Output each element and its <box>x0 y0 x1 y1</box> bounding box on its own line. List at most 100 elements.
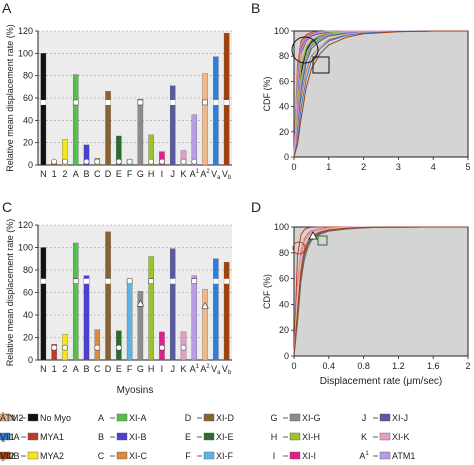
x-axis-label: Displacement rate (μm/sec) <box>320 376 442 387</box>
triangle-annotation <box>308 231 318 240</box>
legend-swatch <box>116 432 128 441</box>
y-tick-label: 40 <box>23 115 33 125</box>
significance-circle <box>148 158 155 165</box>
significance-square <box>105 99 111 105</box>
y-axis-label: Relative mean displacement rate (%) <box>5 24 15 172</box>
legend-entry: VbVIIIB <box>0 451 20 463</box>
significance-square <box>137 99 144 106</box>
legend-key: B <box>98 432 104 442</box>
significance-circle <box>94 344 101 351</box>
legend-entry: J XI-J <box>362 413 408 423</box>
significance-square <box>72 278 79 284</box>
legend-key: A1 <box>359 451 369 461</box>
panel-letter-a: A <box>2 0 12 16</box>
legend-entry: VaVIIIA <box>0 432 20 444</box>
y-tick-label: 120 <box>18 220 33 230</box>
significance-circle <box>115 158 122 165</box>
bar <box>159 151 165 166</box>
significance-square <box>224 278 230 284</box>
small-square-annotation <box>317 235 328 246</box>
significance-square <box>84 278 89 284</box>
legend-swatch <box>379 451 391 460</box>
x-tick-label: D <box>105 364 112 374</box>
x-tick-label: 0 <box>291 361 296 371</box>
x-tick-label: 0.4 <box>323 361 336 371</box>
x-tick-label: C <box>94 169 101 179</box>
legend-name: MYA1 <box>40 432 64 442</box>
x-tick-label: F <box>127 169 133 179</box>
panel-b-annotations <box>291 36 330 74</box>
significance-square <box>148 278 154 284</box>
bar <box>148 256 154 361</box>
x-tick-label: Va <box>211 364 221 376</box>
y-tick-label: 20 <box>23 138 33 148</box>
x-tick-label: G <box>137 364 144 374</box>
x-tick-label: 1 <box>52 364 57 374</box>
y-axis-label: CDF (%) <box>262 77 272 112</box>
significance-circle <box>159 158 165 165</box>
significance-circle <box>51 344 58 351</box>
bar <box>223 261 230 361</box>
bar <box>169 248 176 361</box>
legend-key: G <box>270 413 277 423</box>
panel-c-bar-chart: 0 20 40 60 80 100 120 N 1 2 A B C D E F G H I J K A1 A2 Va Vb Rel… <box>5 219 232 396</box>
significance-circle <box>159 344 165 351</box>
x-tick-label: J <box>170 169 175 179</box>
bar <box>72 74 79 166</box>
significance-square <box>170 278 176 284</box>
x-tick-label: 2 <box>361 162 366 172</box>
x-tick-label: 0.8 <box>357 361 370 371</box>
legend-entry: 1 MYA1 <box>9 432 63 442</box>
legend-name: XI-A <box>129 413 147 423</box>
legend-swatch <box>0 451 11 460</box>
legend-name: XI-E <box>216 432 234 442</box>
legend-name: VIIIB <box>0 451 20 461</box>
legend-key: N <box>9 413 16 423</box>
significance-circle <box>180 344 187 351</box>
significance-circle <box>62 344 68 351</box>
legend-key: J <box>362 413 367 423</box>
bar <box>148 134 154 166</box>
significance-circle <box>51 158 58 165</box>
significance-circle <box>94 158 101 165</box>
x-tick-label: D <box>105 169 112 179</box>
bar <box>137 98 144 166</box>
legend-entry: F XI-F <box>185 451 233 461</box>
x-tick-label: 2 <box>62 169 67 179</box>
x-tick-label: K <box>180 364 186 374</box>
x-tick-label: A <box>73 169 79 179</box>
significance-square <box>191 278 198 284</box>
x-tick-label: Va <box>211 169 221 181</box>
zoom-circle-annotation <box>291 36 319 64</box>
bar <box>72 242 79 361</box>
y-tick-label: 20 <box>279 325 289 335</box>
legend-swatch <box>116 451 128 460</box>
y-tick-label: 100 <box>274 26 289 36</box>
y-tick-label: 40 <box>279 299 289 309</box>
legend-entry: B XI-B <box>98 432 147 442</box>
x-tick-label: 4 <box>431 162 436 172</box>
y-tick-label: 60 <box>23 93 33 103</box>
x-tick-label: 2 <box>465 361 470 371</box>
bar <box>40 247 47 361</box>
y-tick-label: 40 <box>279 102 289 112</box>
significance-circle <box>83 158 90 165</box>
y-tick-label: 0 <box>28 355 33 365</box>
legend-entry: 2 MYA2 <box>9 451 63 461</box>
legend-name: No Myo <box>40 413 71 423</box>
plot-area <box>294 31 468 157</box>
x-tick-label: I <box>161 364 164 374</box>
x-tick-label: A1 <box>190 169 200 179</box>
bar <box>213 258 219 361</box>
y-axis-label: CDF (%) <box>262 274 272 309</box>
x-tick-label: A1 <box>190 364 200 374</box>
legend-entry: C XI-C <box>98 451 148 461</box>
significance-square <box>105 278 111 284</box>
legend-name: VIIIA <box>0 432 20 442</box>
panel-d-cdf-chart: 0 20 40 60 80 100 0 0.4 0.8 1.2 1.6 2 CDF (%) Displac… <box>262 222 471 387</box>
x-tick-label: 1 <box>52 169 57 179</box>
legend-name: XI-C <box>129 451 148 461</box>
x-tick-label: B <box>83 364 89 374</box>
legend-entry: H XI-H <box>271 432 320 442</box>
